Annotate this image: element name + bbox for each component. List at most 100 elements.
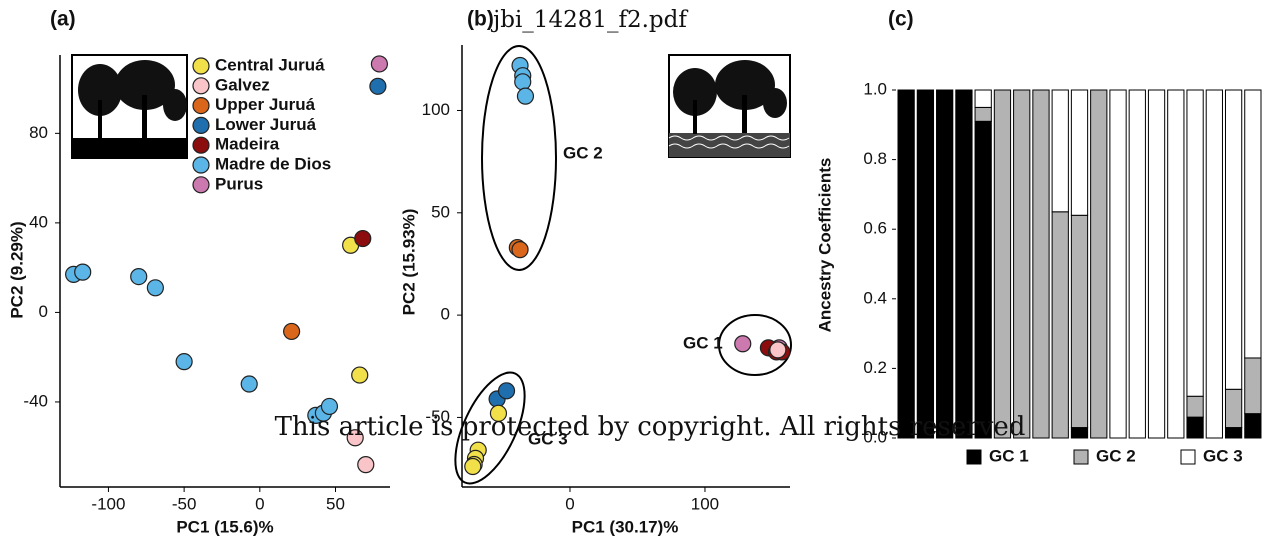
panel-label: (b) — [467, 8, 494, 31]
point — [147, 280, 163, 296]
bar-segment — [1245, 358, 1261, 414]
y-tick-label: 1.0 — [863, 79, 887, 98]
y-axis-title: PC2 (9.29%) — [7, 221, 26, 318]
bar-segment — [1187, 90, 1203, 396]
y-tick-label: 100 — [422, 100, 450, 119]
bar-segment — [1206, 90, 1222, 438]
bar-segment — [994, 90, 1010, 438]
x-tick-label: -100 — [91, 494, 125, 513]
bar-segment — [917, 90, 933, 438]
y-tick-label: 0 — [441, 305, 450, 324]
bar-segment — [1129, 90, 1145, 438]
legend-swatch — [967, 450, 981, 464]
legend-marker — [193, 157, 209, 173]
bar-segment — [975, 90, 991, 107]
x-tick-label: 0 — [255, 494, 264, 513]
legend-label: Lower Juruá — [215, 115, 317, 134]
legend-marker — [193, 78, 209, 94]
point — [512, 242, 528, 258]
legend-swatch — [1074, 450, 1088, 464]
bar-segment — [1071, 215, 1087, 427]
x-axis-title: PC1 (30.17)% — [572, 517, 679, 536]
bar-segment — [975, 121, 991, 438]
figure: GC 1 GC 2 GC 3 jbi_14281_f2.pdf -100 -50 0… — [0, 0, 1265, 541]
legend-swatch — [1181, 450, 1195, 464]
file-title: jbi_14281_f2.pdf — [490, 7, 688, 33]
legend-marker — [193, 137, 209, 153]
point — [284, 323, 300, 339]
y-axis-title: PC2 (15.93%) — [399, 209, 418, 316]
bar-segment — [937, 90, 953, 438]
point — [370, 78, 386, 94]
point — [515, 74, 531, 90]
y-axis-title: Ancestry Coefficients — [815, 158, 834, 333]
point — [358, 457, 374, 473]
legend-marker — [193, 117, 209, 133]
bar-segment — [1148, 90, 1164, 438]
legend-label: Madre de Dios — [215, 154, 331, 173]
bar-segment — [1110, 90, 1126, 438]
bar-segment — [1187, 417, 1203, 438]
point — [735, 336, 751, 352]
point — [241, 376, 257, 392]
y-tick-label: -40 — [23, 391, 48, 410]
bar-segment — [1033, 90, 1049, 438]
bar-segment — [1225, 90, 1241, 389]
point — [371, 56, 387, 72]
legend-marker — [193, 98, 209, 114]
y-tick-label: 0 — [39, 302, 48, 321]
legend-label: GC 3 — [1203, 446, 1243, 465]
annotation: GC 1 — [683, 333, 723, 352]
panel-label: (c) — [888, 8, 914, 31]
point — [770, 342, 786, 358]
legend-marker — [193, 177, 209, 193]
legend-label: GC 2 — [1096, 446, 1136, 465]
point — [465, 459, 481, 475]
y-tick-label: 50 — [431, 202, 450, 221]
y-tick-label: 0.4 — [863, 288, 887, 307]
bar-segment — [975, 107, 991, 121]
bar-segment — [1071, 428, 1087, 438]
bar-segment — [1245, 90, 1261, 358]
forest-icon — [669, 55, 790, 157]
y-tick-label: 80 — [29, 123, 48, 142]
point — [352, 367, 368, 383]
bar-segment — [1052, 212, 1068, 438]
annotation: GC 2 — [563, 143, 603, 162]
bar-segment — [1091, 90, 1107, 438]
y-tick-label: 0.6 — [863, 219, 887, 238]
x-tick-label: 100 — [691, 494, 719, 513]
panel-label: (a) — [50, 8, 76, 31]
watermark: This article is protected by copyright. … — [275, 412, 1026, 442]
legend-label: GC 1 — [989, 446, 1029, 465]
bar-segment — [1052, 90, 1068, 212]
y-tick-label: 40 — [29, 212, 48, 231]
bar-segment — [1014, 90, 1030, 438]
y-tick-label: 0.8 — [863, 149, 887, 168]
point — [355, 231, 371, 247]
bar-segment — [1225, 389, 1241, 427]
y-tick-label: 0.2 — [863, 358, 887, 377]
point — [517, 88, 533, 104]
point — [131, 269, 147, 285]
legend-label: Central Juruá — [215, 55, 325, 74]
bar-segment — [1245, 414, 1261, 438]
point — [176, 354, 192, 370]
x-axis-title: PC1 (15.6)% — [176, 517, 273, 536]
x-tick-label: 0 — [565, 494, 574, 513]
bar-segment — [898, 90, 914, 438]
legend-label: Upper Juruá — [215, 95, 316, 114]
x-tick-label: 50 — [326, 494, 345, 513]
legend-label: Galvez — [215, 75, 270, 94]
x-tick-label: -50 — [172, 494, 197, 513]
bar-segment — [956, 90, 972, 438]
legend-marker — [193, 58, 209, 74]
bar-segment — [1187, 396, 1203, 417]
point — [499, 383, 515, 399]
bar-segment — [1225, 428, 1241, 438]
bar-segment — [1071, 90, 1087, 215]
bar-segment — [1168, 90, 1184, 438]
point — [75, 264, 91, 280]
legend-label: Purus — [215, 174, 263, 193]
forest-icon — [72, 55, 187, 158]
